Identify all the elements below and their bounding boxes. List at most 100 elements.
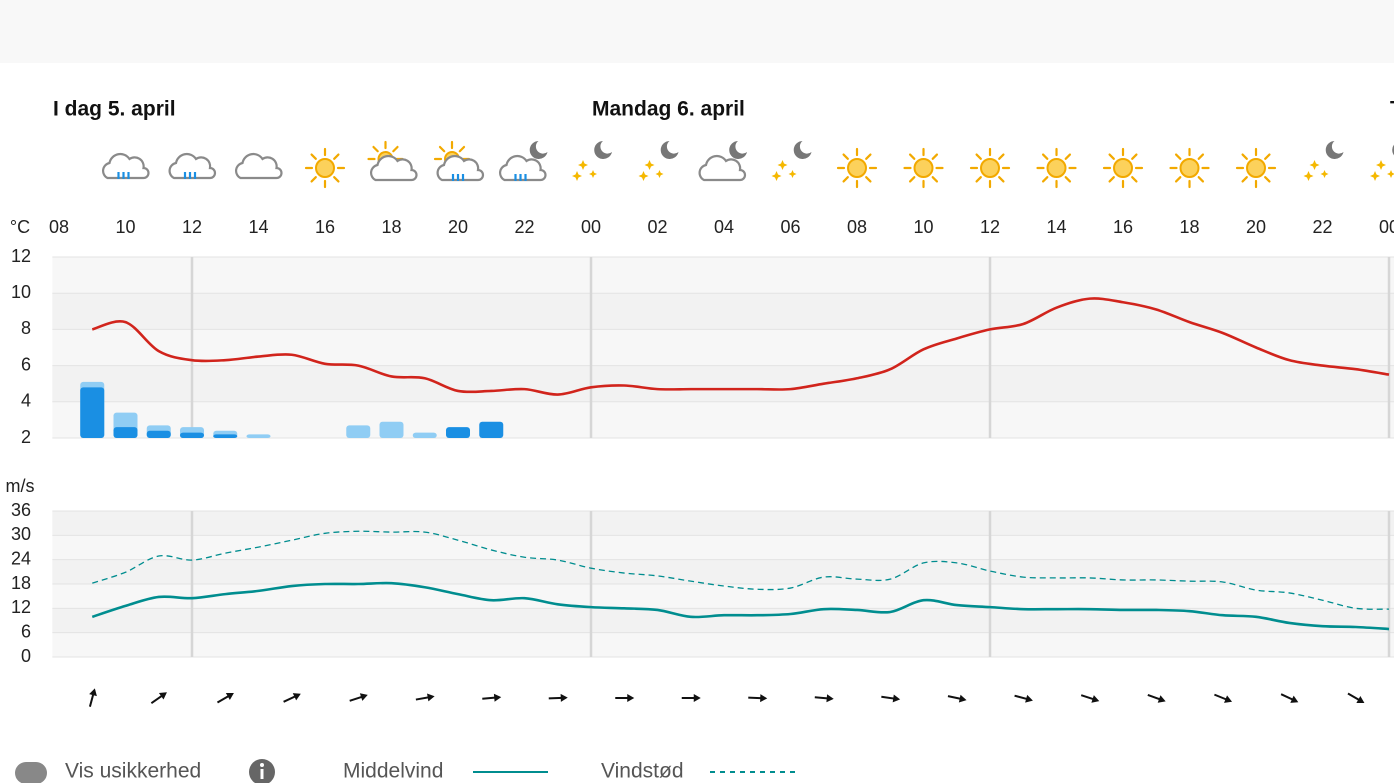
- wind-arrow: [482, 693, 502, 702]
- star: [1320, 170, 1329, 178]
- sun-ray: [1064, 153, 1072, 160]
- arrow-head: [560, 693, 568, 702]
- arrow-head: [225, 693, 234, 700]
- series-line: [91, 581, 1390, 631]
- series-line: [91, 297, 1390, 396]
- x-tick-label: 14: [248, 217, 268, 237]
- x-tick-label: 12: [980, 217, 1000, 237]
- sun-ray: [908, 153, 916, 160]
- weather-icon: [433, 140, 485, 182]
- sun-ray: [1131, 153, 1138, 160]
- sun-ray: [931, 153, 939, 160]
- sun-ray: [842, 176, 849, 183]
- x-tick-label: 08: [49, 217, 69, 237]
- sun-ray: [1241, 176, 1248, 183]
- star: [572, 171, 583, 181]
- top-bar: [0, 0, 1394, 63]
- precip-bar: [246, 434, 271, 438]
- x-tick-label: 16: [1113, 217, 1133, 237]
- precip-bar: [113, 427, 138, 438]
- precip-bar: [346, 425, 371, 438]
- x-tick-label: 22: [1312, 217, 1332, 237]
- wind-arrow: [1347, 692, 1365, 703]
- sun-disc: [1046, 158, 1067, 178]
- y-tick-label: 6: [21, 354, 31, 374]
- star: [1303, 171, 1314, 181]
- plot-band: [52, 511, 1394, 536]
- x-tick-label: 20: [448, 217, 468, 237]
- x-tick-label: 08: [847, 217, 867, 237]
- moon: [793, 141, 812, 159]
- x-tick-label: 14: [1046, 217, 1066, 237]
- y-tick-label: 18: [11, 573, 31, 593]
- plot-band: [52, 632, 1394, 657]
- cloud: [498, 154, 547, 182]
- plot-band: [52, 535, 1394, 560]
- x-tick-label: 18: [381, 217, 401, 237]
- sun-ray: [1108, 153, 1115, 160]
- day-heading: T: [1390, 98, 1394, 121]
- plot-band: [52, 329, 1394, 366]
- star: [655, 170, 664, 178]
- info-icon[interactable]: [249, 759, 275, 783]
- sun-ray: [1241, 153, 1248, 160]
- weather-icon: [1303, 141, 1344, 181]
- wind-arrow: [1214, 693, 1233, 703]
- weather-icon: [836, 147, 878, 189]
- wind-arrow: [748, 694, 768, 703]
- toggle-label: Vis usikkerhed: [65, 760, 201, 783]
- sun-disc: [315, 158, 336, 178]
- cloud: [168, 152, 217, 180]
- star: [638, 171, 649, 181]
- day-heading: I dag 5. april: [53, 98, 176, 121]
- arrow-head: [693, 694, 701, 702]
- sun-disc: [980, 158, 1001, 178]
- x-tick-label: 22: [514, 217, 534, 237]
- y-tick-label: 0: [21, 646, 31, 666]
- precip-bar: [213, 434, 238, 438]
- star: [578, 160, 589, 170]
- x-tick-label: 10: [913, 217, 933, 237]
- wind-arrow: [216, 693, 234, 704]
- arrow-head: [292, 693, 301, 701]
- star: [771, 171, 782, 181]
- x-tick-label: 02: [647, 217, 667, 237]
- star: [1376, 160, 1387, 170]
- series-line: [92, 530, 1390, 610]
- y-tick-label: 30: [11, 524, 31, 544]
- wind-arrow: [1014, 694, 1033, 703]
- x-tick-label: 00: [581, 217, 601, 237]
- sun-ray: [1041, 153, 1049, 160]
- arrow-head: [1025, 694, 1033, 703]
- x-tick-label: 10: [115, 217, 135, 237]
- wind-arrow: [88, 688, 97, 707]
- sun-ray: [998, 176, 1005, 183]
- y-tick-label: 36: [11, 500, 31, 520]
- sun-ray: [310, 153, 317, 160]
- sun-disc: [847, 158, 868, 178]
- weather-icon: [1102, 147, 1144, 189]
- weather-icon: [367, 140, 418, 182]
- arrow-head: [892, 694, 901, 703]
- cloud: [234, 152, 283, 180]
- sun-ray: [1131, 176, 1138, 183]
- wind-arrow: [1280, 693, 1299, 703]
- sun-disc: [1246, 158, 1267, 178]
- plot-band: [52, 293, 1394, 330]
- arrow-head: [89, 688, 97, 697]
- uncertainty-toggle[interactable]: [15, 762, 47, 783]
- weather-icon: [168, 152, 217, 180]
- star: [777, 160, 788, 170]
- precip-bar: [379, 421, 404, 438]
- weather-icon: [638, 141, 679, 181]
- arrow-head: [760, 694, 768, 703]
- precip-bar: [146, 430, 171, 438]
- star: [644, 160, 655, 170]
- unit-label: °C: [10, 217, 30, 237]
- cloud: [698, 154, 747, 182]
- x-tick-label: 20: [1246, 217, 1266, 237]
- plot-band: [52, 608, 1394, 633]
- y-tick-label: 6: [21, 621, 31, 641]
- star: [1387, 170, 1394, 178]
